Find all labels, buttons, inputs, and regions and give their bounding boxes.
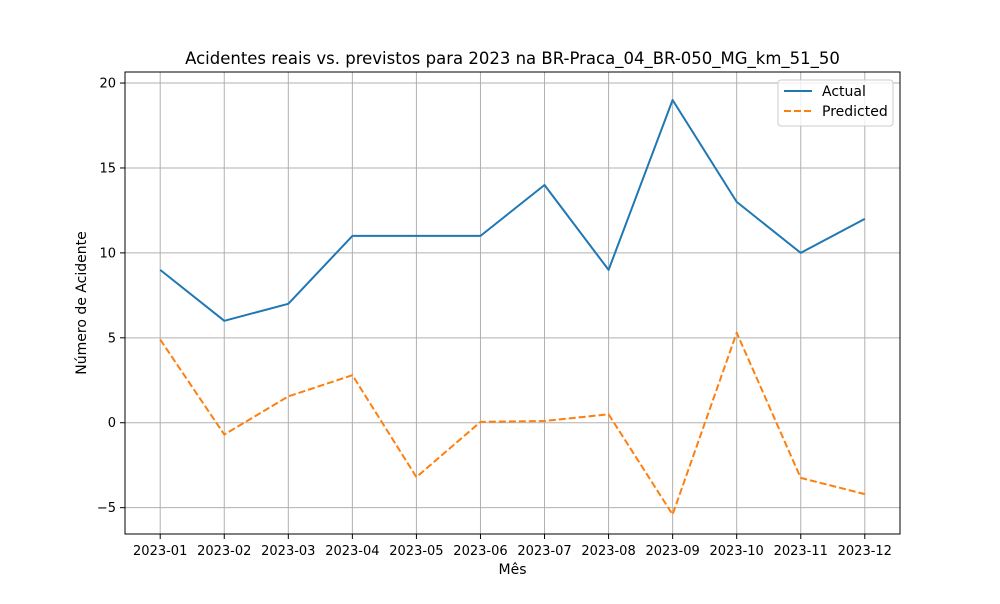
y-tick-label: 20	[99, 77, 116, 92]
x-tick-label: 2023-09	[645, 544, 699, 559]
series-line-predicted	[159, 331, 866, 516]
y-tick-label: 5	[108, 331, 116, 346]
grid	[125, 72, 900, 534]
y-tick-label: −5	[97, 501, 116, 516]
x-axis-label: Mês	[499, 562, 527, 578]
series-lines	[159, 99, 866, 516]
x-tick-label: 2023-08	[581, 544, 635, 559]
x-tick-label: 2023-11	[774, 544, 828, 559]
x-tick-label: 2023-03	[261, 544, 315, 559]
x-tick-label: 2023-02	[197, 544, 251, 559]
y-axis-label: Número de Acidente	[74, 231, 90, 374]
y-tick-label: 15	[99, 161, 116, 176]
x-tick-label: 2023-04	[325, 544, 379, 559]
chart-title: Acidentes reais vs. previstos para 2023 …	[185, 49, 840, 69]
legend-label-actual: Actual	[822, 84, 866, 100]
plot-frame	[124, 71, 901, 535]
y-tick-label: 10	[99, 246, 116, 261]
x-tick-label: 2023-12	[838, 544, 892, 559]
x-tick-label: 2023-01	[133, 544, 187, 559]
legend: Actual Predicted	[777, 79, 894, 127]
series-line-actual	[159, 99, 866, 322]
axis-ticks: 2023-01 2023-02 2023-03 2023-04 2023-05 2023-…	[97, 77, 892, 559]
x-tick-label: 2023-10	[710, 544, 764, 559]
legend-label-predicted: Predicted	[822, 104, 888, 120]
x-tick-label: 2023-07	[517, 544, 571, 559]
x-tick-label: 2023-06	[453, 544, 507, 559]
x-tick-label: 2023-05	[389, 544, 443, 559]
y-tick-label: 0	[108, 416, 116, 431]
